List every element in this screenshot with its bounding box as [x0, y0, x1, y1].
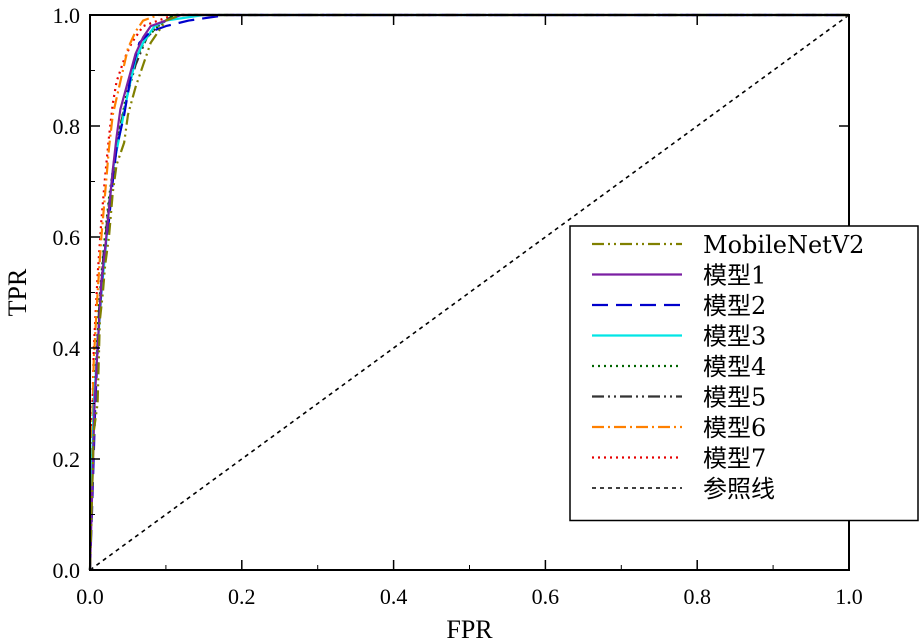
legend-label-1: 模型1 [703, 262, 766, 290]
legend-label-5: 模型5 [703, 384, 766, 412]
y-tick-label: 0.4 [53, 336, 81, 361]
series-line-1 [88, 13, 849, 571]
x-tick-label: 0.8 [683, 584, 711, 609]
legend-label-7: 模型7 [703, 445, 766, 473]
series-line-2 [88, 13, 849, 571]
y-tick-label: 0.0 [53, 558, 81, 583]
axis-ticks: 0.0 0.2 0.4 0.6 0.8 1.0 0.0 0.2 0.4 0.6 0.8 1.0 [53, 3, 863, 609]
y-tick-label: 0.8 [53, 114, 81, 139]
y-tick-label: 0.2 [53, 447, 81, 472]
legend-label-2: 模型2 [703, 292, 766, 320]
legend-label-4: 模型4 [703, 353, 766, 381]
legend-label-8: 参照线 [703, 475, 775, 503]
legend-label-3: 模型3 [703, 323, 766, 351]
legend-label-0: MobileNetV2 [703, 231, 864, 259]
y-tick-label: 0.6 [53, 225, 81, 250]
y-axis-label: TPR [3, 268, 32, 316]
x-axis-label: FPR [446, 615, 493, 642]
y-tick-label: 1.0 [53, 3, 81, 28]
series-line-4 [88, 13, 849, 571]
x-tick-label: 0.6 [532, 584, 560, 609]
legend-label-6: 模型6 [703, 414, 766, 442]
x-tick-label: 0.0 [76, 584, 104, 609]
x-tick-label: 0.4 [380, 584, 408, 609]
x-tick-label: 0.2 [228, 584, 256, 609]
x-tick-label: 1.0 [835, 584, 863, 609]
